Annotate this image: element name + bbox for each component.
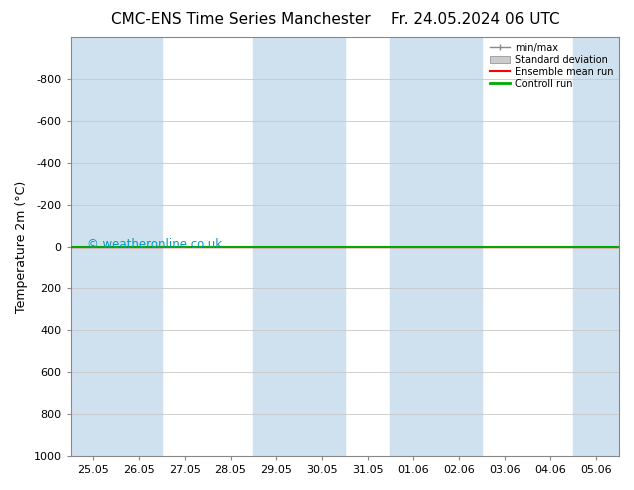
Bar — [254, 37, 345, 456]
Text: CMC-ENS Time Series Manchester: CMC-ENS Time Series Manchester — [111, 12, 371, 27]
Bar — [70, 37, 162, 456]
Text: Fr. 24.05.2024 06 UTC: Fr. 24.05.2024 06 UTC — [391, 12, 560, 27]
Bar — [573, 37, 619, 456]
Bar — [391, 37, 482, 456]
Text: © weatheronline.co.uk: © weatheronline.co.uk — [87, 238, 222, 251]
Y-axis label: Temperature 2m (°C): Temperature 2m (°C) — [15, 180, 28, 313]
Legend: min/max, Standard deviation, Ensemble mean run, Controll run: min/max, Standard deviation, Ensemble me… — [488, 40, 616, 92]
